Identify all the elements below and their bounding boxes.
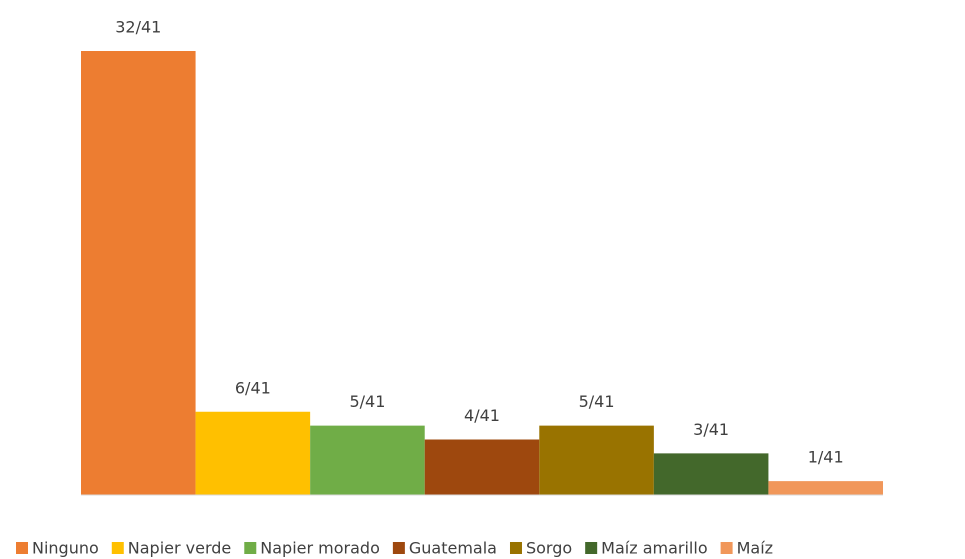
data-label: 6/41: [235, 378, 271, 397]
legend-label: Guatemala: [409, 539, 497, 558]
data-label: 1/41: [808, 448, 844, 467]
legend-label: Maíz: [737, 539, 773, 558]
legend-swatch: [720, 542, 733, 554]
legend-swatch: [509, 542, 522, 554]
bar: [539, 425, 654, 495]
data-label: 32/41: [115, 18, 161, 37]
bar: [424, 439, 540, 495]
legend-label: Ninguno: [32, 539, 99, 558]
data-label: 4/41: [464, 406, 500, 425]
legend-swatch: [392, 542, 405, 554]
legend-swatch: [16, 542, 28, 554]
legend-label: Sorgo: [526, 539, 572, 558]
data-label: 3/41: [693, 420, 729, 439]
data-label: 5/41: [579, 392, 615, 411]
bar: [81, 51, 196, 495]
legend-label: Napier morado: [260, 539, 380, 558]
legend-label: Napier verde: [128, 539, 232, 558]
legend-swatch: [585, 542, 598, 554]
legend-swatch: [111, 542, 124, 554]
bar: [195, 411, 311, 495]
data-label: 5/41: [349, 392, 385, 411]
bar: [310, 425, 425, 495]
bar: [653, 453, 769, 495]
bar: [768, 481, 883, 495]
legend-label: Maíz amarillo: [601, 539, 707, 558]
legend-swatch: [244, 542, 257, 554]
